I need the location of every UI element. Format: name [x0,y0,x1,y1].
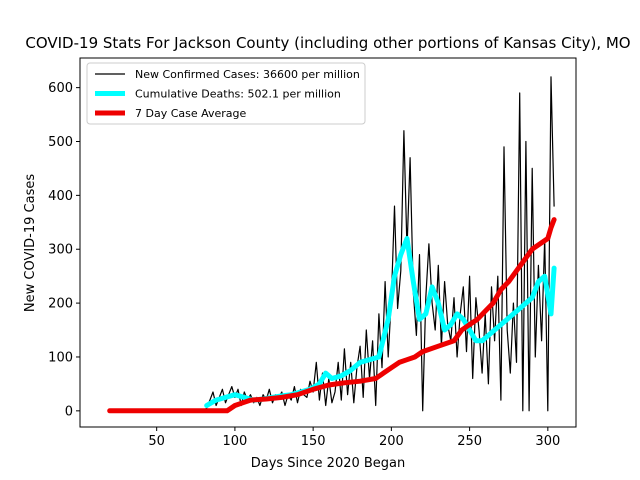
y-tick-label: 400 [48,189,73,204]
y-tick-label: 100 [48,350,73,365]
y-tick-label: 300 [48,243,73,258]
x-tick-label: 150 [301,434,326,449]
legend-box [86,62,366,125]
x-tick-label: 50 [148,434,165,449]
legend-label-2: Cumulative Deaths: 502.1 per million [135,88,341,101]
y-tick-label: 0 [65,404,73,419]
x-tick-label: 100 [222,434,247,449]
y-tick-label: 200 [48,297,73,312]
chart-title: COVID-19 Stats For Jackson County (inclu… [25,34,630,52]
x-axis-label: Days Since 2020 Began [251,456,406,471]
y-tick-label: 600 [48,81,73,96]
series-line-1 [109,76,555,412]
plot-area: 50 100 150 200 250 300 0 100 200 300 400 500 600 New … [48,57,577,449]
legend-label-3: 7 Day Case Average [135,107,247,120]
x-tick-label: 200 [379,434,404,449]
x-tick-label: 300 [535,434,560,449]
x-tick-label: 250 [457,434,482,449]
y-tick-label: 500 [48,135,73,150]
series-line-3 [107,217,557,414]
legend-label-1: New Confirmed Cases: 36600 per million [135,68,360,81]
y-axis-label: New COVID-19 Cases [23,174,38,312]
axes-frame [79,57,577,428]
